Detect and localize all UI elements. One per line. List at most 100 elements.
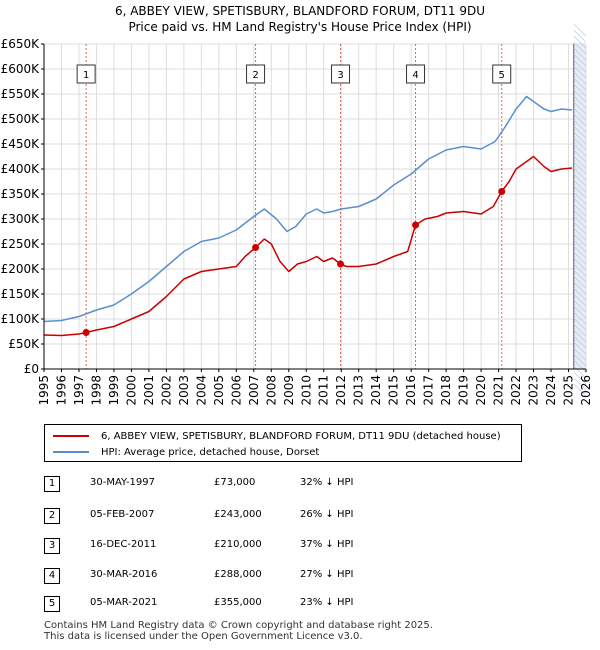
sale-row: 3 16-DEC-2011 £210,000 37% ↓ HPI bbox=[44, 538, 384, 554]
projection-hatch bbox=[573, 365, 587, 379]
projection-hatch bbox=[573, 161, 587, 175]
projection-hatch bbox=[573, 299, 587, 313]
x-tick-label: 2022 bbox=[509, 375, 523, 406]
projection-hatch bbox=[573, 323, 587, 337]
projection-hatch bbox=[573, 89, 587, 103]
projection-hatch bbox=[573, 137, 587, 151]
projection-hatch bbox=[573, 35, 587, 49]
sale-label: 3 bbox=[337, 70, 343, 81]
projection-hatch bbox=[573, 263, 587, 277]
property-price-line bbox=[43, 155, 573, 337]
x-tick-label: 2004 bbox=[194, 375, 208, 406]
sale-date: 30-MAR-2016 bbox=[90, 569, 158, 580]
legend: 6, ABBEY VIEW, SPETISBURY, BLANDFORD FOR… bbox=[44, 424, 522, 462]
projection-hatch bbox=[573, 191, 587, 205]
y-tick-label: £150K bbox=[1, 287, 41, 301]
x-tick-label: 2011 bbox=[317, 375, 331, 406]
sale-number-badge: 1 bbox=[44, 476, 60, 492]
x-tick-label: 2021 bbox=[492, 375, 506, 406]
projection-hatch bbox=[573, 329, 587, 343]
sale-price: £288,000 bbox=[214, 569, 262, 580]
sale-row: 5 05-MAR-2021 £355,000 23% ↓ HPI bbox=[44, 596, 384, 612]
x-tick-label: 2018 bbox=[439, 375, 453, 406]
projection-hatch bbox=[573, 359, 587, 373]
x-tick-label: 1995 bbox=[37, 375, 51, 406]
projection-hatch bbox=[573, 143, 587, 157]
y-tick-label: £200K bbox=[1, 262, 41, 276]
x-tick-label: 1999 bbox=[107, 375, 121, 406]
projection-hatch bbox=[573, 203, 587, 217]
y-tick-label: £550K bbox=[1, 87, 41, 101]
sale-label-box bbox=[246, 64, 266, 84]
legend-label-property: 6, ABBEY VIEW, SPETISBURY, BLANDFORD FOR… bbox=[101, 430, 501, 442]
projection-hatch bbox=[573, 209, 587, 223]
sale-label: 1 bbox=[83, 70, 89, 81]
x-tick-label: 2014 bbox=[369, 375, 383, 406]
x-tick-label: 2016 bbox=[404, 375, 418, 406]
sale-label-box bbox=[331, 64, 351, 84]
projection-hatch bbox=[573, 353, 587, 367]
y-tick-label: £100K bbox=[1, 312, 41, 326]
x-tick-label: 1997 bbox=[72, 375, 86, 406]
y-tick-label: £250K bbox=[1, 237, 41, 251]
legend-swatch-property bbox=[53, 435, 89, 437]
projection-hatch bbox=[573, 173, 587, 187]
sale-price: £210,000 bbox=[214, 539, 262, 550]
sale-number-badge: 5 bbox=[44, 596, 60, 612]
projection-hatch bbox=[573, 59, 587, 73]
x-tick-label: 2026 bbox=[579, 375, 593, 406]
x-tick-label: 2003 bbox=[177, 375, 191, 406]
projection-hatch bbox=[573, 377, 587, 391]
sale-point bbox=[412, 221, 420, 229]
x-tick-label: 2009 bbox=[282, 375, 296, 406]
projection-hatch bbox=[573, 47, 587, 61]
sale-label: 4 bbox=[412, 70, 418, 81]
sale-point bbox=[337, 260, 345, 268]
projection-hatch bbox=[573, 131, 587, 145]
sale-row: 4 30-MAR-2016 £288,000 27% ↓ HPI bbox=[44, 568, 384, 584]
projection-hatch bbox=[573, 125, 587, 139]
x-tick-label: 2006 bbox=[229, 375, 243, 406]
sale-point bbox=[252, 244, 260, 251]
x-tick-label: 2000 bbox=[124, 375, 138, 406]
x-tick-label: 1996 bbox=[54, 375, 68, 406]
projection-hatch bbox=[573, 293, 587, 307]
chart-title-line2: Price paid vs. HM Land Registry's House … bbox=[128, 20, 472, 34]
projection-hatch bbox=[573, 113, 587, 127]
sale-hpi-diff: 37% ↓ HPI bbox=[300, 539, 354, 550]
plot-area bbox=[44, 44, 586, 369]
x-tick-label: 2024 bbox=[544, 375, 558, 406]
footer-copyright: Contains HM Land Registry data © Crown c… bbox=[44, 620, 433, 631]
projection-hatch bbox=[573, 371, 587, 385]
projection-hatch bbox=[573, 383, 587, 397]
projection-hatch bbox=[573, 347, 587, 361]
projection-hatch bbox=[573, 305, 587, 319]
projection-hatch bbox=[573, 251, 587, 265]
projection-hatch bbox=[573, 185, 587, 199]
projection-hatch bbox=[573, 197, 587, 211]
x-tick-label: 2007 bbox=[247, 375, 261, 406]
projection-shade bbox=[573, 44, 586, 369]
legend-item-property: 6, ABBEY VIEW, SPETISBURY, BLANDFORD FOR… bbox=[53, 429, 501, 443]
projection-hatch bbox=[573, 269, 587, 283]
sale-price: £243,000 bbox=[214, 509, 262, 520]
sale-date: 30-MAY-1997 bbox=[90, 477, 156, 488]
sale-number-badge: 2 bbox=[44, 508, 60, 524]
projection-hatch bbox=[573, 119, 587, 133]
y-tick-label: £500K bbox=[1, 112, 41, 126]
projection-hatch bbox=[573, 341, 587, 355]
sale-date: 05-MAR-2021 bbox=[90, 597, 158, 608]
projection-hatch bbox=[573, 179, 587, 193]
projection-hatch bbox=[573, 65, 587, 79]
sale-hpi-diff: 32% ↓ HPI bbox=[300, 477, 354, 488]
y-tick-label: £450K bbox=[1, 137, 41, 151]
projection-hatch bbox=[573, 83, 587, 97]
projection-hatch bbox=[573, 245, 587, 259]
sale-label-box bbox=[492, 64, 512, 84]
x-tick-label: 2017 bbox=[422, 375, 436, 406]
projection-hatch bbox=[573, 233, 587, 247]
projection-hatch bbox=[573, 317, 587, 331]
sale-date: 05-FEB-2007 bbox=[90, 509, 155, 520]
x-tick-label: 2008 bbox=[264, 375, 278, 406]
sale-number-badge: 3 bbox=[44, 538, 60, 554]
